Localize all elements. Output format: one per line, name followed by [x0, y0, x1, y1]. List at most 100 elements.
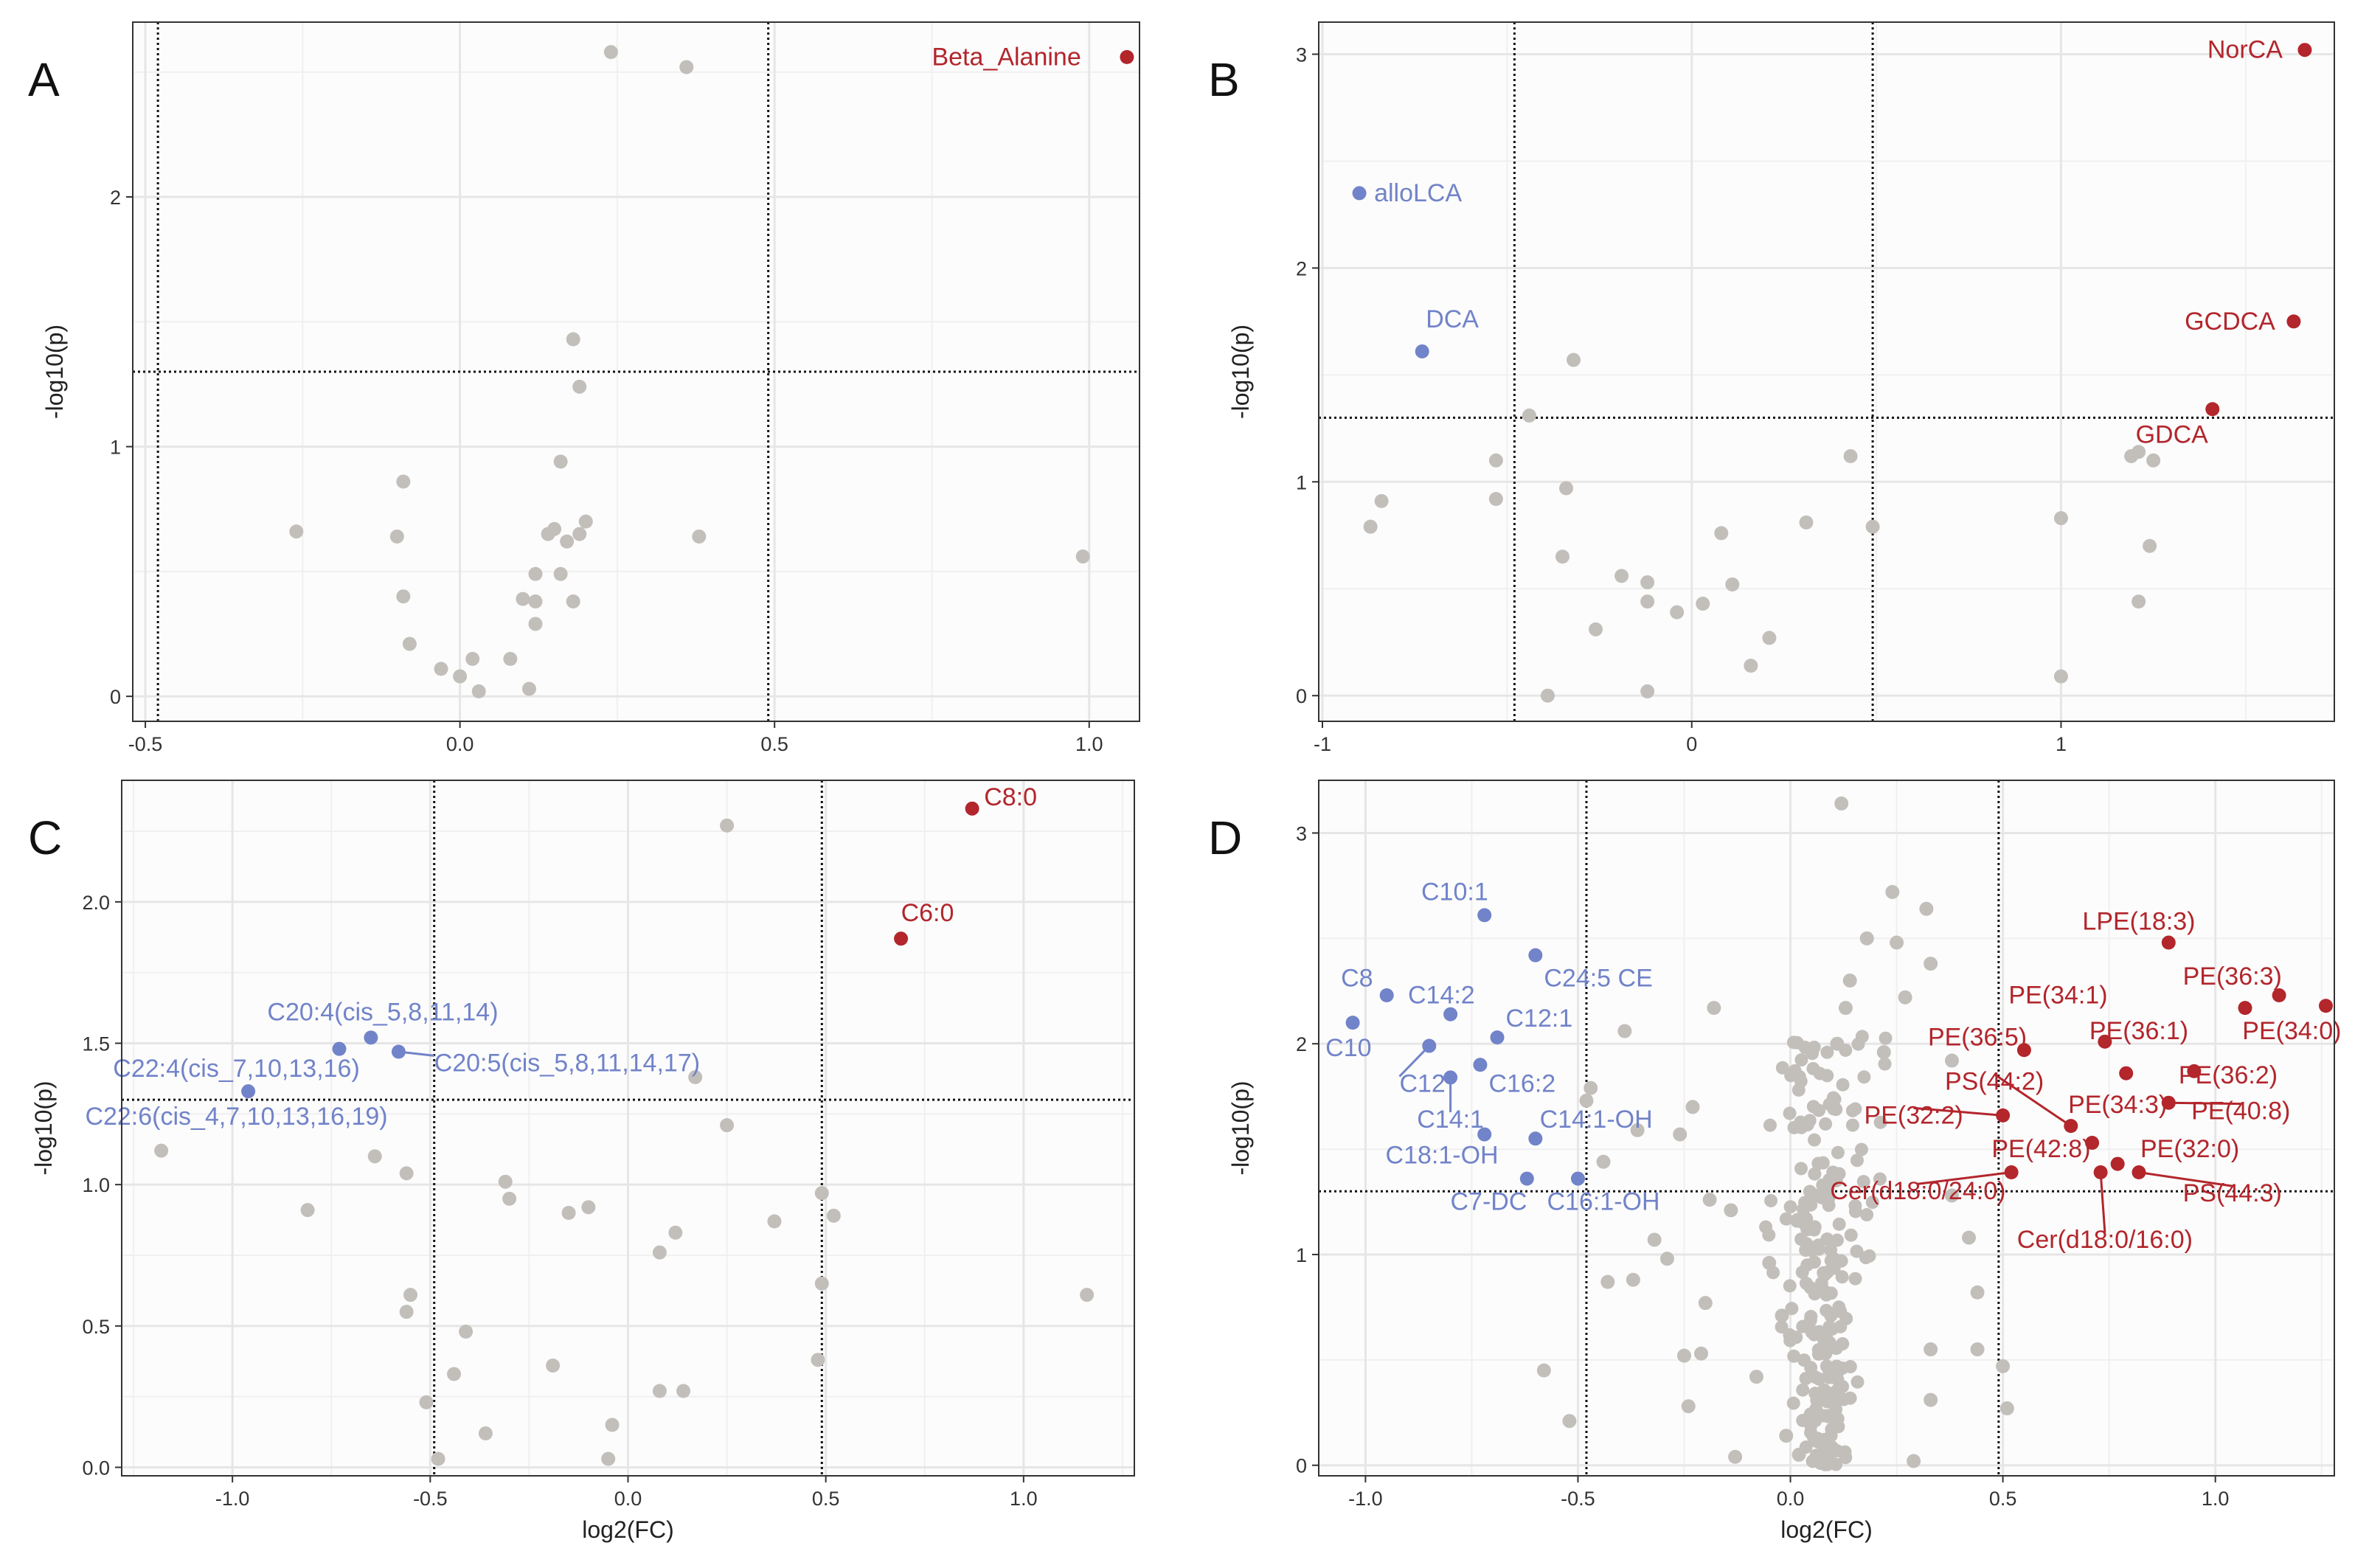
data-point	[1786, 1396, 1800, 1410]
data-point	[1820, 1359, 1834, 1373]
data-point	[1996, 1359, 2011, 1373]
data-point	[1828, 1092, 1842, 1106]
panel-letter: A	[28, 53, 60, 106]
point-label: PE(34:1)	[2008, 981, 2107, 1009]
y-tick-label: 0	[1296, 1455, 1307, 1477]
x-tick-label: 0.0	[1777, 1488, 1805, 1510]
label-leader-line	[1918, 1171, 2012, 1185]
data-point	[1775, 1308, 1789, 1323]
y-tick-label: 1.0	[82, 1174, 110, 1196]
data-point	[1614, 569, 1629, 583]
y-tick-label: 1	[110, 437, 121, 459]
point-label: C22:6(cis_4,7,10,13,16,19)	[85, 1103, 387, 1131]
data-point	[1850, 1154, 1864, 1168]
data-point	[1836, 1392, 1851, 1406]
data-point	[1839, 1451, 1853, 1465]
data-point	[1744, 659, 1758, 673]
data-point	[1696, 597, 1710, 611]
data-point	[1851, 1375, 1865, 1389]
data-point	[1848, 1272, 1862, 1286]
data-point	[1999, 1401, 2014, 1416]
label-leader-line	[2138, 1171, 2233, 1187]
point-label: PE(42:8)	[1991, 1135, 2090, 1163]
data-point	[399, 1166, 414, 1181]
y-tick-label: 3	[1296, 822, 1307, 844]
data-point	[1811, 1156, 1825, 1170]
label-leader-line	[398, 1050, 434, 1057]
data-point	[1783, 1279, 1797, 1293]
x-tick-label: 1.0	[2202, 1488, 2230, 1510]
data-point	[1811, 1406, 1825, 1420]
data-point	[1825, 1322, 1839, 1336]
data-point	[521, 681, 536, 696]
data-point-c16-2	[1473, 1058, 1488, 1072]
data-point	[1714, 526, 1729, 541]
point-label: C12:1	[1506, 1005, 1573, 1033]
data-point	[402, 636, 417, 651]
data-point	[367, 1149, 382, 1164]
data-point	[1806, 1047, 1820, 1061]
gridlines	[1319, 22, 2334, 721]
data-point	[1694, 1346, 1709, 1361]
point-label: C14:1	[1417, 1106, 1484, 1134]
data-point	[1702, 1193, 1717, 1207]
data-point	[1808, 1325, 1823, 1340]
data-point	[1567, 353, 1581, 367]
data-point	[1873, 1172, 1887, 1186]
point-label: C16:1-OH	[1547, 1188, 1659, 1216]
point-label: PE(36:5)	[1928, 1024, 2027, 1052]
data-point-pe-34-1-	[2238, 1001, 2252, 1016]
data-point	[1970, 1285, 1985, 1300]
ns-point-cloud	[1759, 1030, 1893, 1471]
data-point	[1878, 1057, 1892, 1071]
data-point	[1558, 481, 1573, 496]
data-point	[1832, 1217, 1846, 1231]
data-point	[1799, 1413, 1813, 1427]
data-point	[2143, 538, 2157, 553]
data-point-pe-42-8-	[2085, 1136, 2100, 1151]
data-point	[300, 1203, 315, 1218]
x-tick-label: 1.0	[1075, 733, 1103, 755]
data-point	[1844, 1228, 1858, 1242]
y-axis-title: -log10(p)	[41, 325, 68, 419]
data-point	[1822, 1190, 1836, 1204]
data-point	[1681, 1399, 1696, 1414]
y-tick-label: 1	[1296, 1244, 1307, 1266]
data-point	[541, 527, 555, 541]
data-point	[528, 617, 543, 631]
data-point	[1596, 1154, 1611, 1169]
data-point-c7-dc	[1519, 1171, 1534, 1186]
point-label: C18:1-OH	[1386, 1142, 1499, 1170]
data-point	[1822, 1409, 1836, 1423]
data-point	[1794, 1074, 1808, 1088]
data-point	[1830, 1233, 1844, 1247]
data-point	[1626, 1272, 1640, 1287]
data-point	[1898, 990, 1912, 1005]
y-tick-label: 0	[1296, 685, 1307, 707]
data-point	[1579, 1093, 1594, 1108]
point-label: Beta_Alanine	[932, 43, 1081, 71]
point-label: C20:4(cis_5,8,11,14)	[267, 998, 498, 1026]
data-point	[1799, 1276, 1813, 1290]
data-point	[1784, 1069, 1798, 1083]
data-point	[1659, 1252, 1674, 1266]
data-point	[578, 514, 593, 529]
data-point	[2053, 511, 2068, 526]
data-point	[566, 332, 580, 347]
data-point	[1812, 1103, 1826, 1117]
data-point	[1924, 1392, 1938, 1407]
x-axis-title: log2(FC)	[582, 1516, 673, 1543]
data-point	[1080, 1288, 1095, 1302]
data-point	[1762, 631, 1777, 645]
plot-frame	[132, 21, 1140, 722]
data-point	[1725, 577, 1740, 592]
data-point	[1075, 549, 1090, 564]
x-tick-label: -0.5	[1561, 1488, 1595, 1510]
point-label: C8:0	[984, 783, 1037, 811]
point-label: PE(32:0)	[2140, 1135, 2239, 1163]
data-point	[546, 1359, 561, 1373]
x-tick-label: 0	[1686, 733, 1697, 755]
data-point	[814, 1276, 829, 1291]
data-point	[1787, 1349, 1801, 1363]
data-point	[553, 454, 568, 469]
